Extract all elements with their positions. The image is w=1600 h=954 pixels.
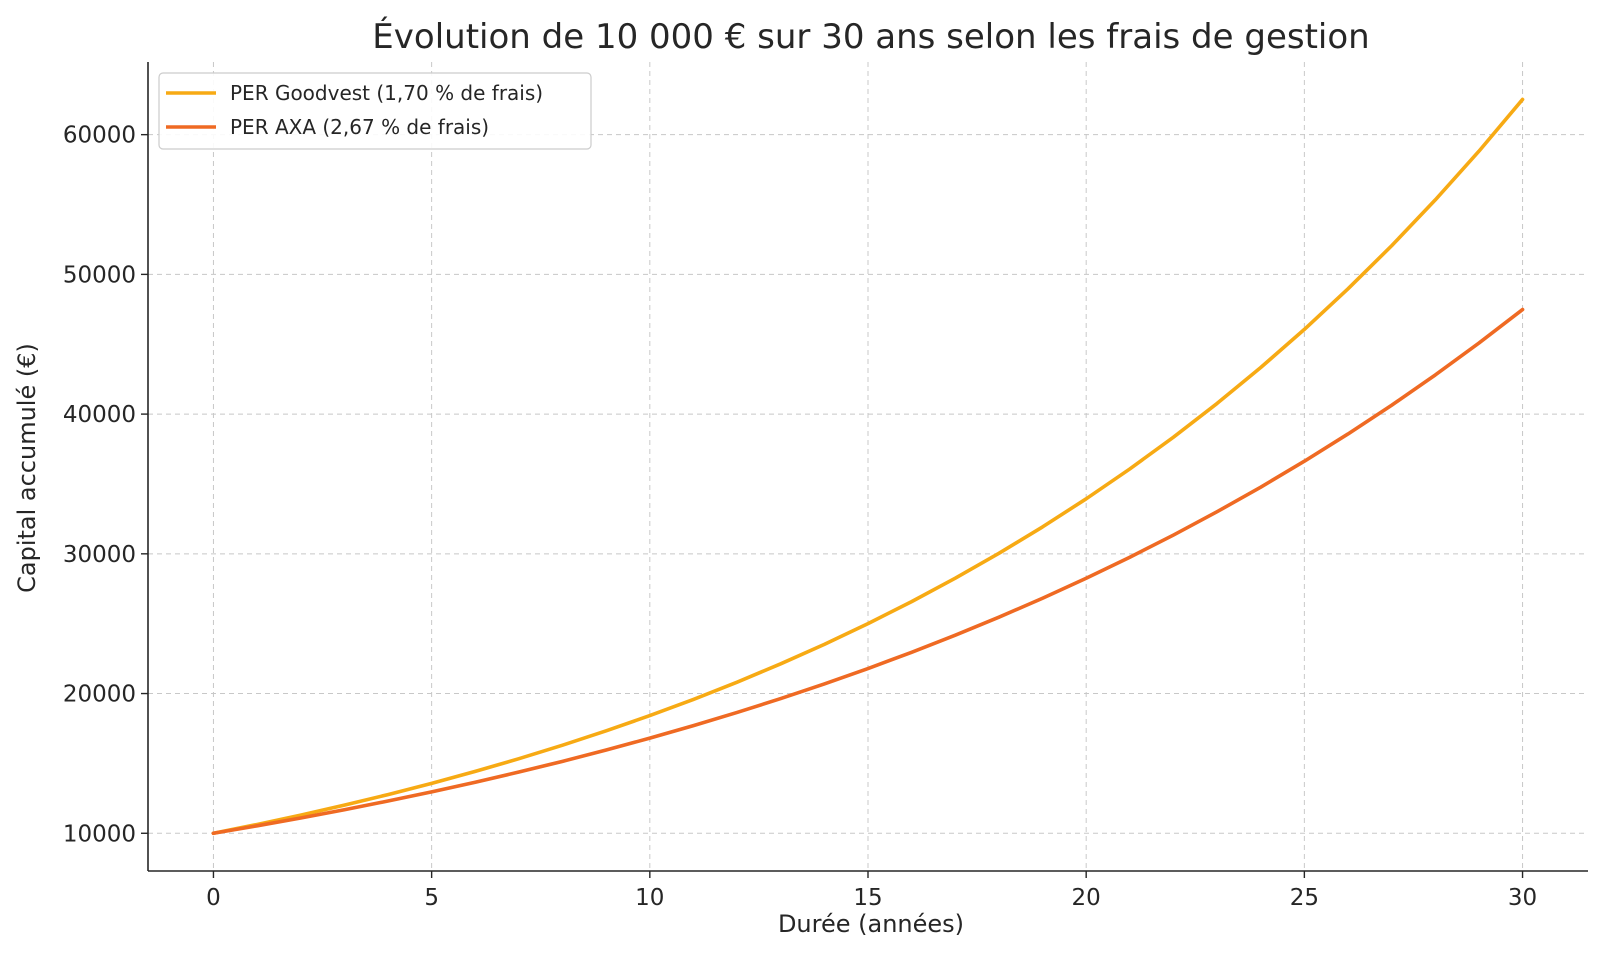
series-lines xyxy=(211,97,1525,836)
x-tick-label-15: 15 xyxy=(853,885,882,911)
y-tick-label-10000: 10000 xyxy=(63,821,136,847)
y-axis-ticks: 10000 20000 30000 40000 50000 60000 xyxy=(63,123,148,847)
legend-label-2: PER AXA (2,67 % de frais) xyxy=(230,115,489,139)
y-tick-label-50000: 50000 xyxy=(63,262,136,288)
x-axis-label: Durée (années) xyxy=(778,910,964,938)
x-tick-label-25: 25 xyxy=(1290,885,1319,911)
legend-box xyxy=(158,72,592,150)
series-line-2 xyxy=(211,307,1525,836)
y-tick-label-30000: 30000 xyxy=(63,542,136,568)
y-tick-label-60000: 60000 xyxy=(63,123,136,149)
y-axis-label: Capital accumulé (€) xyxy=(13,343,41,593)
legend: PER Goodvest (1,70 % de frais) PER AXA (2… xyxy=(158,72,592,150)
x-tick-label-30: 30 xyxy=(1508,885,1537,911)
chart-title: Évolution de 10 000 € sur 30 ans selon l… xyxy=(372,16,1369,57)
x-tick-label-5: 5 xyxy=(424,885,439,911)
x-axis-ticks: 0 5 10 15 20 25 30 xyxy=(206,871,1537,911)
x-tick-label-20: 20 xyxy=(1072,885,1101,911)
series-line-1 xyxy=(211,97,1525,836)
legend-label-1: PER Goodvest (1,70 % de frais) xyxy=(230,81,543,105)
y-tick-label-20000: 20000 xyxy=(63,682,136,708)
y-tick-label-40000: 40000 xyxy=(63,402,136,428)
x-tick-label-10: 10 xyxy=(635,885,664,911)
x-tick-label-0: 0 xyxy=(206,885,221,911)
grid xyxy=(148,62,1588,871)
